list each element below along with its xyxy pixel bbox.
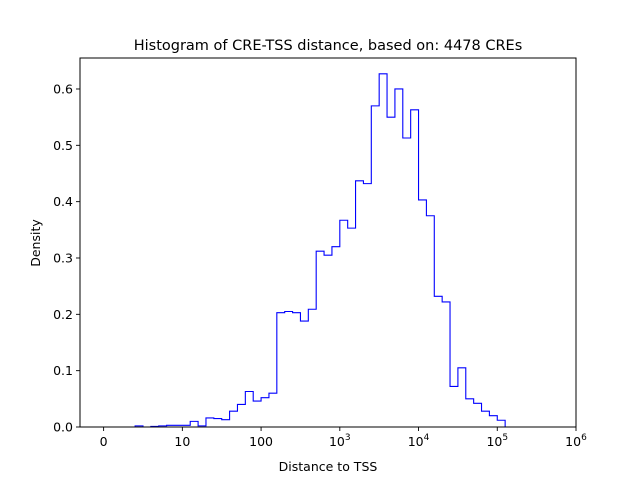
- histogram-series-line: [103, 73, 576, 428]
- chart-title: Histogram of CRE-TSS distance, based on:…: [134, 38, 523, 54]
- x-axis-label: Distance to TSS: [279, 459, 378, 474]
- y-tick-label: 0.5: [53, 138, 73, 153]
- y-tick-label: 0.6: [53, 81, 73, 96]
- y-tick-label: 0.4: [53, 194, 73, 209]
- x-tick-label: 100: [249, 434, 273, 449]
- x-tick-label: 105: [486, 433, 508, 449]
- x-tick-label: 103: [329, 433, 351, 449]
- x-tick-label: 104: [408, 433, 430, 449]
- y-tick-label: 0.1: [53, 363, 73, 378]
- y-axis-label: Density: [28, 219, 43, 267]
- plot-frame: [79, 57, 577, 428]
- y-tick-label: 0.0: [53, 420, 73, 435]
- x-tick-label: 0: [100, 434, 108, 449]
- x-tick-label: 10: [174, 434, 190, 449]
- plot-area: 0 10 100 103 104 105 106 0.0 0.1 0.2 0.3 0.4 0.5 0.6: [53, 57, 587, 449]
- y-tick-label: 0.3: [53, 250, 73, 265]
- y-tick-label: 0.2: [53, 307, 73, 322]
- x-tick-label: 106: [565, 433, 587, 449]
